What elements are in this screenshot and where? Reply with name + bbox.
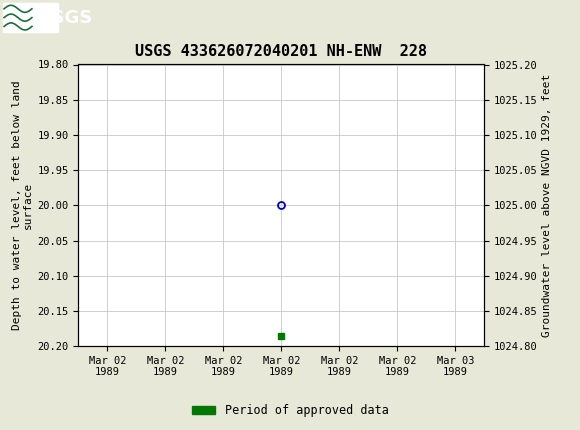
Bar [3,3,58,32]
Y-axis label: Depth to water level, feet below land
surface: Depth to water level, feet below land su… [12,80,33,330]
Y-axis label: Groundwater level above NGVD 1929, feet: Groundwater level above NGVD 1929, feet [542,74,552,337]
Legend: Period of approved data: Period of approved data [187,399,393,422]
Title: USGS 433626072040201 NH-ENW  228: USGS 433626072040201 NH-ENW 228 [135,44,427,59]
Text: USGS: USGS [38,9,93,27]
